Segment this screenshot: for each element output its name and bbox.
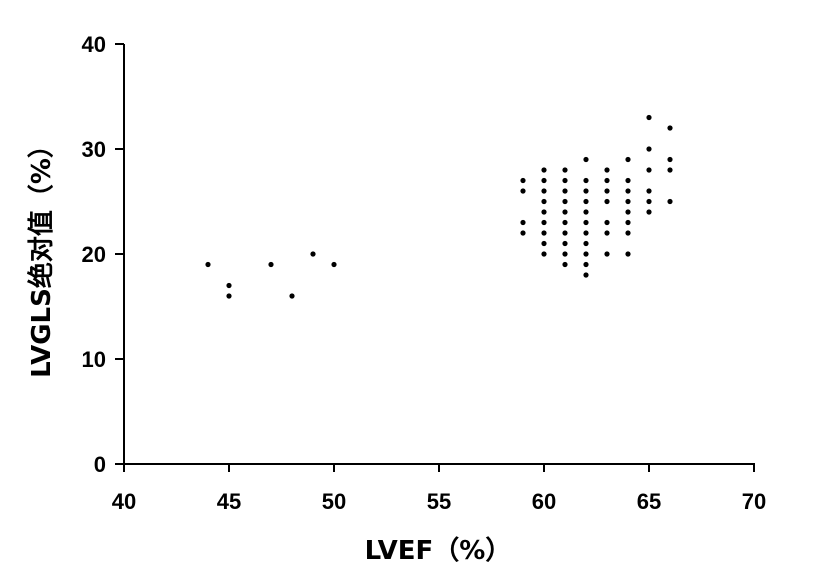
- data-point: [667, 198, 673, 205]
- data-point: [667, 156, 673, 163]
- x-axis-label: LVEF（%）: [365, 536, 512, 566]
- data-point: [289, 293, 295, 299]
- data-point: [520, 230, 526, 236]
- data-point: [667, 167, 673, 173]
- data-point: [562, 209, 568, 215]
- data-point: [625, 198, 631, 205]
- data-point: [520, 219, 526, 226]
- data-point: [562, 188, 568, 194]
- data-point: [562, 219, 568, 226]
- data-point: [583, 219, 589, 226]
- data-point: [583, 209, 589, 215]
- y-tick-label: 20: [82, 242, 106, 267]
- data-point: [226, 293, 232, 299]
- y-tick-label: 0: [94, 452, 106, 477]
- data-point: [646, 209, 652, 215]
- data-point: [625, 156, 631, 163]
- data-point: [541, 188, 547, 194]
- data-point: [331, 261, 337, 268]
- data-point: [604, 177, 610, 184]
- data-point: [562, 198, 568, 205]
- data-point: [562, 230, 568, 236]
- data-point: [646, 198, 652, 205]
- data-point: [646, 188, 652, 194]
- data-point: [520, 188, 526, 194]
- data-point: [583, 198, 589, 205]
- data-point: [646, 146, 652, 152]
- data-point: [583, 177, 589, 184]
- x-tick-label: 65: [637, 489, 661, 514]
- data-point: [604, 219, 610, 226]
- x-tick-label: 50: [322, 489, 346, 514]
- data-point: [583, 251, 589, 257]
- axes: 40 45 50 55 60 65 70 0 10 20 30 40: [82, 32, 767, 514]
- data-point: [541, 198, 547, 205]
- data-point: [520, 177, 526, 184]
- data-point: [583, 188, 589, 194]
- data-point: [583, 230, 589, 236]
- data-point: [310, 251, 316, 257]
- y-tick-label: 30: [82, 137, 106, 162]
- data-point: [583, 272, 589, 278]
- data-point: [562, 251, 568, 257]
- data-point: [604, 198, 610, 205]
- data-point: [583, 261, 589, 268]
- x-tick-label: 40: [112, 489, 136, 514]
- data-point: [625, 188, 631, 194]
- y-axis-label: LVGLS绝对值（%）: [26, 132, 57, 378]
- x-tick-label: 60: [532, 489, 556, 514]
- data-point: [541, 251, 547, 257]
- data-points: [205, 114, 673, 299]
- x-tick-label: 55: [427, 489, 451, 514]
- data-point: [541, 219, 547, 226]
- data-point: [667, 125, 673, 131]
- data-point: [646, 167, 652, 173]
- data-point: [583, 240, 589, 247]
- data-point: [625, 177, 631, 184]
- data-point: [604, 251, 610, 257]
- data-point: [562, 167, 568, 173]
- data-point: [604, 230, 610, 236]
- data-point: [562, 240, 568, 247]
- data-point: [604, 188, 610, 194]
- data-point: [562, 177, 568, 184]
- data-point: [625, 230, 631, 236]
- data-point: [541, 167, 547, 173]
- data-point: [604, 167, 610, 173]
- data-point: [268, 261, 274, 268]
- data-point: [625, 251, 631, 257]
- data-point: [541, 209, 547, 215]
- data-point: [541, 230, 547, 236]
- data-point: [541, 240, 547, 247]
- x-tick-label: 45: [217, 489, 241, 514]
- y-tick-label: 40: [82, 32, 106, 57]
- data-point: [583, 156, 589, 163]
- y-tick-label: 10: [82, 347, 106, 372]
- data-point: [226, 282, 232, 289]
- data-point: [205, 261, 211, 268]
- data-point: [541, 177, 547, 184]
- data-point: [625, 209, 631, 215]
- data-point: [562, 261, 568, 268]
- x-tick-label: 70: [742, 489, 766, 514]
- data-point: [646, 114, 652, 121]
- data-point: [625, 219, 631, 226]
